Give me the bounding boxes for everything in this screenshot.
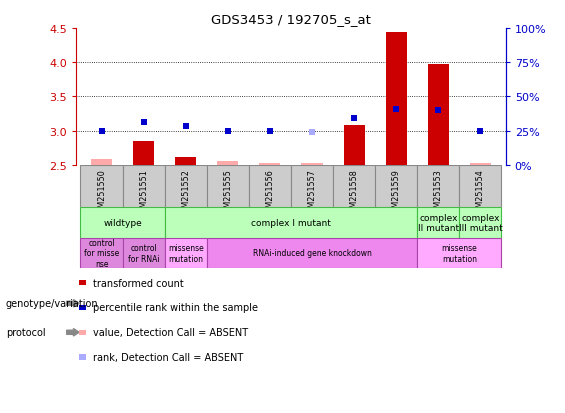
FancyBboxPatch shape — [333, 165, 375, 208]
Point — [350, 116, 359, 122]
Point — [434, 107, 443, 114]
Text: missense
mutation: missense mutation — [441, 244, 477, 263]
Point — [181, 124, 190, 131]
Bar — [91, 160, 112, 165]
Point — [266, 128, 275, 135]
Point — [223, 128, 232, 135]
FancyBboxPatch shape — [164, 208, 418, 238]
Text: GSM251556: GSM251556 — [266, 169, 275, 217]
Bar — [259, 163, 280, 165]
FancyBboxPatch shape — [80, 238, 123, 268]
Point — [392, 106, 401, 113]
Text: GSM251553: GSM251553 — [434, 169, 443, 217]
FancyBboxPatch shape — [123, 238, 164, 268]
Text: GSM251559: GSM251559 — [392, 169, 401, 218]
FancyBboxPatch shape — [207, 238, 418, 268]
Point — [476, 128, 485, 135]
FancyBboxPatch shape — [418, 238, 502, 268]
Bar — [470, 163, 491, 165]
FancyBboxPatch shape — [80, 208, 164, 238]
Bar — [428, 65, 449, 165]
Bar — [175, 157, 196, 165]
Point — [307, 129, 316, 136]
Text: wildtype: wildtype — [103, 218, 142, 228]
Text: RNAi-induced gene knockdown: RNAi-induced gene knockdown — [253, 249, 371, 258]
Text: control
for misse
nse: control for misse nse — [84, 238, 119, 268]
FancyBboxPatch shape — [418, 165, 459, 208]
FancyBboxPatch shape — [207, 165, 249, 208]
FancyBboxPatch shape — [459, 208, 502, 238]
Text: missense
mutation: missense mutation — [168, 244, 203, 263]
Text: GSM251555: GSM251555 — [223, 169, 232, 218]
FancyBboxPatch shape — [291, 165, 333, 208]
Text: complex
III mutant: complex III mutant — [459, 213, 502, 233]
FancyBboxPatch shape — [80, 165, 123, 208]
Text: GSM251552: GSM251552 — [181, 169, 190, 218]
Text: transformed count: transformed count — [93, 278, 184, 288]
FancyBboxPatch shape — [418, 208, 459, 238]
Text: value, Detection Call = ABSENT: value, Detection Call = ABSENT — [93, 328, 249, 337]
FancyBboxPatch shape — [164, 165, 207, 208]
Title: GDS3453 / 192705_s_at: GDS3453 / 192705_s_at — [211, 13, 371, 26]
Bar — [218, 162, 238, 165]
Text: percentile rank within the sample: percentile rank within the sample — [93, 303, 258, 313]
Text: protocol: protocol — [6, 328, 45, 337]
FancyBboxPatch shape — [375, 165, 418, 208]
Bar — [133, 142, 154, 165]
Text: GSM251551: GSM251551 — [139, 169, 148, 217]
Text: rank, Detection Call = ABSENT: rank, Detection Call = ABSENT — [93, 352, 244, 362]
Text: genotype/variation: genotype/variation — [6, 299, 98, 309]
FancyBboxPatch shape — [459, 165, 502, 208]
Text: GSM251554: GSM251554 — [476, 169, 485, 217]
FancyBboxPatch shape — [123, 165, 164, 208]
Point — [139, 120, 148, 126]
FancyBboxPatch shape — [249, 165, 291, 208]
Text: GSM251558: GSM251558 — [350, 169, 359, 217]
Bar — [344, 126, 364, 165]
FancyBboxPatch shape — [164, 238, 207, 268]
Text: complex I mutant: complex I mutant — [251, 218, 331, 228]
Text: GSM251557: GSM251557 — [307, 169, 316, 218]
Bar — [386, 33, 407, 165]
Point — [97, 128, 106, 135]
Text: control
for RNAi: control for RNAi — [128, 244, 159, 263]
Text: GSM251550: GSM251550 — [97, 169, 106, 217]
Bar — [302, 164, 323, 165]
Text: complex
II mutant: complex II mutant — [418, 213, 459, 233]
